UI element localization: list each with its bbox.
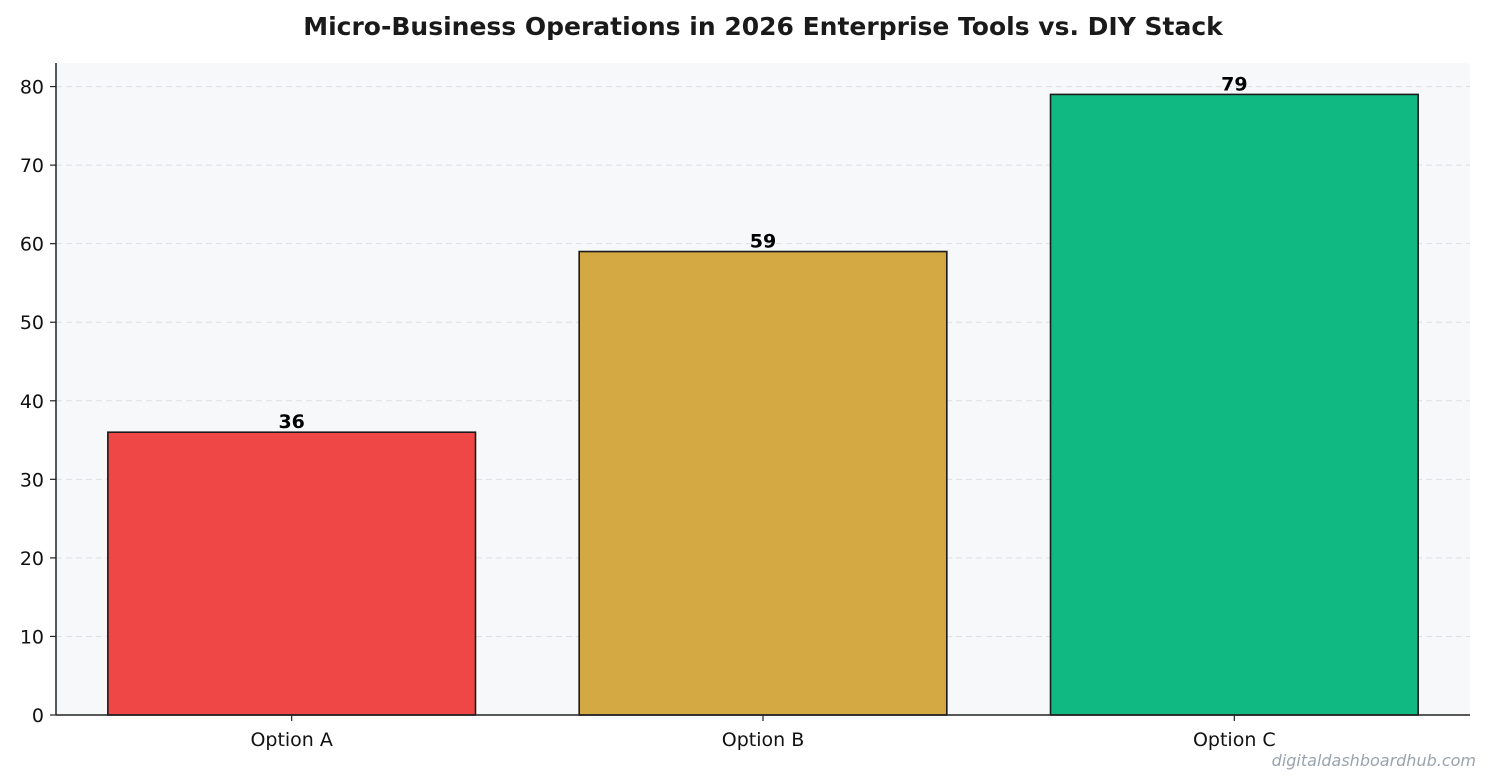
x-tick-label: Option A — [250, 729, 332, 751]
y-tick-label: 60 — [20, 234, 44, 256]
chart-title: Micro-Business Operations in 2026 Enterp… — [303, 12, 1224, 41]
bar-value-label: 59 — [750, 231, 776, 253]
bar-value-label: 36 — [278, 411, 304, 433]
y-tick-label: 80 — [20, 77, 44, 99]
y-tick-label: 10 — [20, 626, 44, 648]
y-tick-label: 30 — [20, 469, 44, 491]
watermark-text: digitaldashboardhub.com — [1272, 751, 1476, 770]
bar-option-c — [1049, 93, 1419, 716]
data-labels: 36 59 79 — [278, 73, 1247, 433]
bar-option-b — [578, 250, 948, 716]
y-tick-label: 0 — [32, 705, 44, 727]
x-axis-ticks: Option A Option B Option C — [250, 715, 1276, 751]
bars — [107, 93, 1419, 716]
y-axis-ticks: 0 10 20 30 40 50 60 70 80 — [20, 77, 56, 727]
y-tick-label: 50 — [20, 312, 44, 334]
y-tick-label: 40 — [20, 391, 44, 413]
y-tick-label: 70 — [20, 155, 44, 177]
x-tick-label: Option B — [722, 729, 805, 751]
y-tick-label: 20 — [20, 548, 44, 570]
bar-option-a — [107, 431, 477, 716]
x-tick-label: Option C — [1193, 729, 1276, 751]
bar-value-label: 79 — [1221, 73, 1247, 95]
